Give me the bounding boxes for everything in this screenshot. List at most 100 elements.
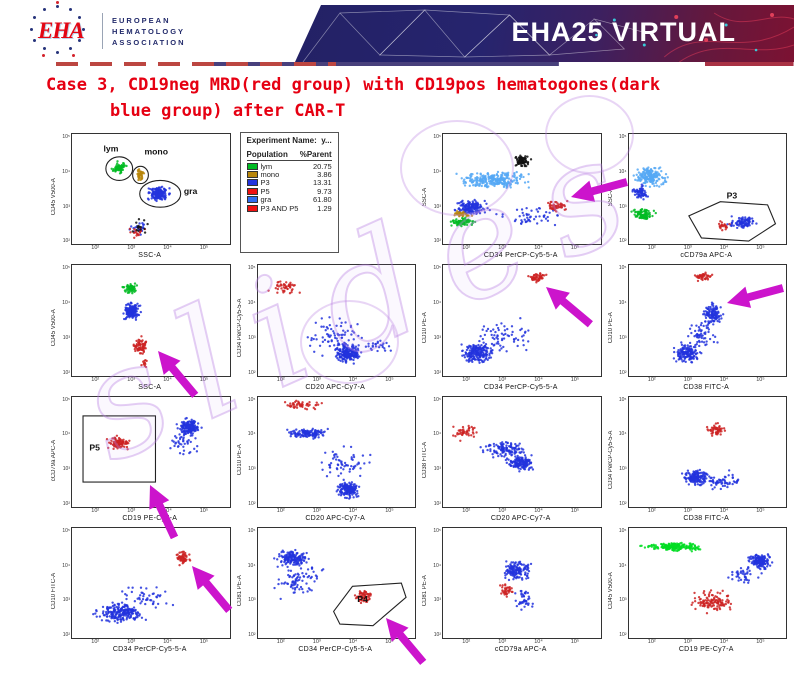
plot-x-axis-label: cCD79a APC-A	[494, 646, 547, 653]
y-tick-label: 10⁵	[433, 527, 441, 534]
x-tick-label: 10³	[683, 507, 692, 514]
y-axis-ticks: 10⁵ 10⁴ 10³ 10²	[245, 396, 257, 524]
y-tick-label: 10³	[619, 466, 627, 472]
slide-title: Case 3, CD19neg MRD(red group) with CD19…	[46, 72, 660, 124]
x-axis-ticks: 10² 10³ 10⁴ 10⁵	[442, 245, 600, 252]
x-axis-ticks: 10² 10³ 10⁴ 10⁵	[71, 377, 229, 384]
logo-star-dot	[29, 27, 33, 31]
x-tick-label: 10²	[647, 245, 656, 252]
plot-main: 10² 10³ 10⁴ 10⁵ CD38 FITC-A	[627, 395, 787, 524]
y-tick-label: 10²	[433, 500, 441, 507]
x-tick-label: 10⁵	[199, 376, 209, 383]
y-tick-label: 10²	[619, 238, 627, 245]
flow-plot-r2c3: CD10 PE-A 10⁵ 10⁴ 10³ 10² 10² 10³ 10⁴ 10⁵ CD34 Pe…	[421, 261, 607, 392]
population-stats-cell: Experiment Name: y... Population %Parent ly…	[236, 130, 422, 261]
logo-divider	[102, 13, 103, 49]
plot-main: 10² 10³ 10⁴ 10⁵ CD20 APC-Cy7-A	[442, 395, 602, 524]
plot-main: 10² 10³ 10⁴ 10⁵ cCD79a APC-A	[442, 526, 602, 655]
gate-outline	[139, 179, 182, 208]
gate-label: P5	[89, 442, 100, 452]
flow-plot-r2c2: CD34 PerCP-Cy5-5-A 10⁵ 10⁴ 10³ 10² 10² 10³ 10⁴ 1…	[236, 261, 422, 392]
x-tick-label: 10²	[91, 245, 100, 252]
population-row: lym 20.75	[246, 161, 332, 171]
plot-x-axis-label: CD38 FITC-A	[683, 383, 730, 391]
population-percent: 61.80	[312, 195, 332, 205]
plot-y-axis-label: CD34 PerCP-Cy5-5-A	[236, 299, 243, 358]
population-percent: 13.31	[312, 178, 332, 188]
y-tick-label: 10²	[62, 632, 70, 638]
gate-outline	[332, 582, 407, 626]
org-line-1: EUROPEAN	[112, 16, 171, 25]
y-tick-label: 10⁴	[247, 300, 256, 306]
y-axis-ticks: 10⁵ 10⁴ 10³ 10²	[616, 133, 628, 261]
plot-main: P3 10² 10³ 10⁴ 10⁵ cCD79a APC-A	[627, 133, 787, 261]
y-axis-ticks: 10⁵ 10⁴ 10³ 10²	[616, 527, 628, 655]
y-tick-label: 10⁵	[62, 396, 70, 403]
x-tick-label: 10⁵	[756, 376, 765, 383]
experiment-name-row: Experiment Name: y...	[247, 136, 332, 145]
x-tick-label: 10²	[647, 507, 656, 514]
x-tick-label: 10²	[647, 639, 656, 645]
y-tick-label: 10²	[62, 238, 70, 245]
y-tick-label: 10⁴	[618, 168, 627, 175]
x-axis-ticks: 10² 10³ 10⁴ 10⁵	[257, 639, 415, 646]
plot-x-axis-label: CD34 PerCP-Cy5-5-A	[112, 646, 187, 653]
y-tick-label: 10²	[248, 632, 256, 638]
y-tick-label: 10³	[433, 203, 441, 210]
x-tick-label: 10²	[276, 507, 285, 514]
y-axis-ticks: 10⁵ 10⁴ 10³ 10²	[430, 396, 442, 524]
x-axis-ticks: 10² 10³ 10⁴ 10⁵	[71, 245, 229, 252]
logo-star-dot	[42, 47, 46, 51]
population-color-swatch	[246, 171, 258, 179]
y-tick-label: 10⁵	[247, 396, 256, 403]
plot-main: 10² 10³ 10⁴ 10⁵ CD34 PerCP-Cy5-5-A	[442, 264, 602, 392]
y-tick-label: 10⁵	[62, 134, 70, 140]
eha-logo: EHA	[26, 1, 92, 60]
scatter-canvas: P5	[71, 395, 231, 508]
plot-main: 10² 10³ 10⁴ 10⁵ CD19 PE-Cy7-A	[627, 526, 787, 655]
gate-label: P3	[726, 191, 737, 201]
x-axis-ticks: 10² 10³ 10⁴ 10⁵	[628, 245, 786, 252]
x-tick-label: 10⁵	[199, 507, 209, 514]
population-name: mono	[260, 170, 280, 180]
plot-main: 10² 10³ 10⁴ 10⁵ CD20 APC-Cy7-A	[256, 264, 416, 392]
x-tick-label: 10³	[127, 245, 136, 252]
x-tick-label: 10⁵	[385, 639, 394, 645]
org-line-2: HEMATOLOGY	[112, 27, 186, 36]
x-axis-ticks: 10² 10³ 10⁴ 10⁵	[257, 508, 415, 515]
flow-plot-r2c4: CD10 PE-A 10⁵ 10⁴ 10³ 10² 10² 10³ 10⁴ 10⁵ CD38 FI…	[607, 261, 793, 392]
plot-y-axis-label: CD38 FITC-A	[422, 441, 428, 478]
x-tick-label: 10³	[683, 639, 692, 645]
y-tick-label: 10⁴	[62, 562, 70, 569]
y-tick-label: 10³	[248, 597, 256, 604]
y-tick-label: 10⁴	[247, 431, 256, 438]
slide-title-line-2: blue group) after CAR-T	[110, 101, 346, 121]
plot-main: 10² 10³ 10⁴ 10⁵ CD34 PerCP-Cy5-5-A	[71, 526, 233, 655]
plot-x-axis-label: CD34 PerCP-Cy5-5-A	[483, 383, 558, 391]
flow-plot-r4c1: CD10 FITC-A 10⁵ 10⁴ 10³ 10² 10² 10³ 10⁴ 10⁵ CD34 …	[50, 524, 236, 655]
y-tick-label: 10⁴	[433, 300, 441, 306]
x-tick-label: 10³	[312, 639, 321, 645]
x-tick-label: 10⁴	[163, 376, 172, 383]
plot-main: P5 10² 10³ 10⁴ 10⁵ CD19 PE-Cy7-A	[71, 395, 231, 540]
y-tick-label: 10⁵	[62, 527, 70, 534]
population-percent: 20.75	[312, 161, 332, 171]
plot-main: 10² 10³ 10⁴ 10⁵ CD38 FITC-A	[627, 264, 787, 392]
y-tick-label: 10⁵	[62, 265, 70, 272]
y-tick-label: 10²	[433, 369, 441, 376]
y-axis-ticks: 10⁵ 10⁴ 10³ 10²	[59, 396, 71, 524]
y-tick-label: 10³	[62, 466, 70, 472]
population-row: P3 AND P5 1.29	[246, 204, 332, 213]
plot-y-axis-label: CD45 V500-A	[51, 309, 57, 347]
y-axis-ticks: 10⁵ 10⁴ 10³ 10²	[616, 264, 628, 392]
logo-star-dot	[32, 39, 36, 42]
logo-red-dot	[42, 54, 45, 57]
logo-star-dot	[68, 7, 72, 11]
plot-main: P4 10² 10³ 10⁴ 10⁵ CD34 PerCP-Cy5-5-A	[256, 526, 426, 665]
logo-star-dot	[42, 7, 46, 11]
plot-y-axis-label: CD10 FITC-A	[51, 572, 57, 610]
y-tick-label: 10⁴	[62, 431, 70, 438]
population-name: gra	[260, 195, 272, 205]
y-tick-label: 10⁴	[433, 168, 441, 175]
x-tick-label: 10²	[91, 639, 100, 645]
